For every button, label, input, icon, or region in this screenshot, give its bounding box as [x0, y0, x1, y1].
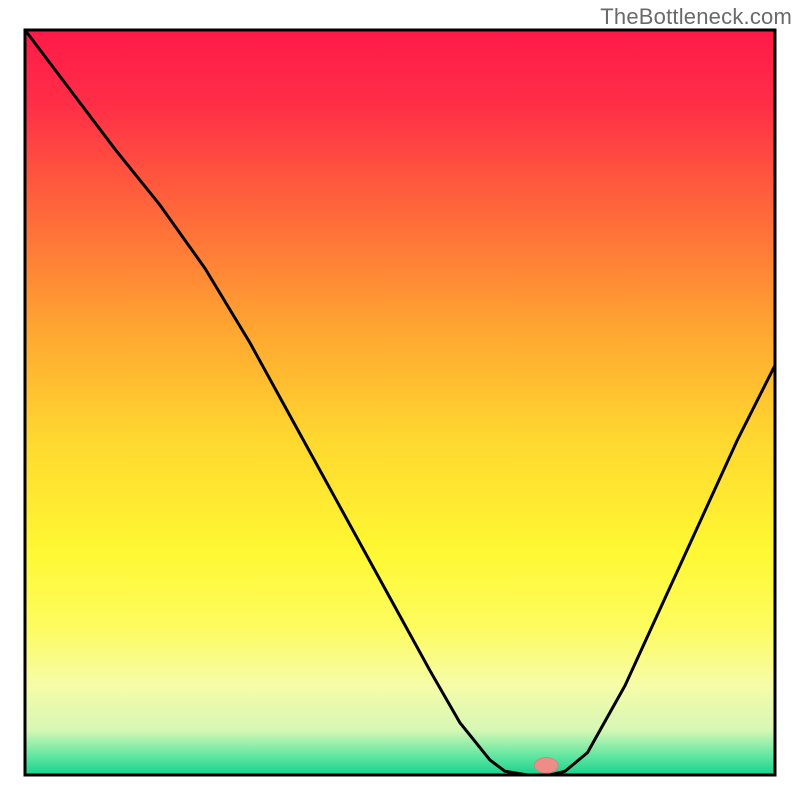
plot-background [25, 30, 775, 775]
bottleneck-chart [0, 0, 800, 800]
chart-container: TheBottleneck.com [0, 0, 800, 800]
minimum-marker [534, 757, 558, 773]
watermark-label: TheBottleneck.com [600, 4, 792, 30]
